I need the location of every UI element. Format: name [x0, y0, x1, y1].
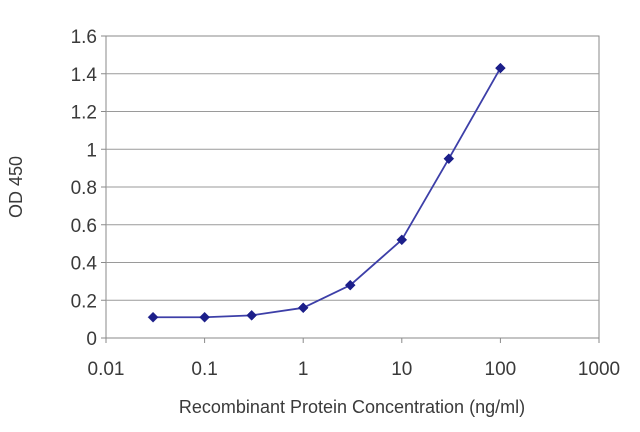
y-tick-labels: 0 0.2 0.4 0.6 0.8 1 1.2 1.4 1.6 [71, 27, 98, 350]
gridlines [106, 73, 599, 301]
series-layer [147, 62, 506, 323]
y-tick-label: 1 [86, 140, 97, 161]
y-tick-label: 0.6 [71, 216, 97, 237]
x-tick-label: 100 [485, 359, 517, 380]
y-axis-title: OD 450 [6, 156, 26, 218]
y-tick-label: 0 [86, 329, 97, 350]
x-tick-label: 10 [391, 359, 412, 380]
data-point [495, 62, 506, 74]
y-tick-label: 0.4 [71, 254, 98, 275]
x-tick-labels: 0.01 0.1 1 10 100 1000 [88, 359, 621, 380]
y-tick-label: 1.2 [71, 103, 97, 124]
x-tick-label: 0.1 [191, 359, 217, 380]
x-tick-label: 0.01 [88, 359, 125, 380]
data-point [199, 311, 210, 323]
y-tick-label: 1.4 [71, 65, 98, 86]
y-tick-label: 0.2 [71, 291, 97, 312]
data-point [396, 234, 408, 246]
x-tick-label: 1000 [578, 359, 620, 380]
data-point [297, 302, 309, 314]
y-tick-label: 1.6 [71, 27, 97, 48]
data-point [344, 279, 356, 291]
x-axis-title: Recombinant Protein Concentration (ng/ml… [179, 397, 525, 417]
x-tick-label: 1 [298, 359, 309, 380]
y-tick-label: 0.8 [71, 178, 97, 199]
series-line [153, 67, 502, 319]
data-point [147, 311, 159, 323]
tick-marks [101, 35, 600, 343]
data-point [246, 309, 257, 321]
data-point [443, 153, 455, 165]
